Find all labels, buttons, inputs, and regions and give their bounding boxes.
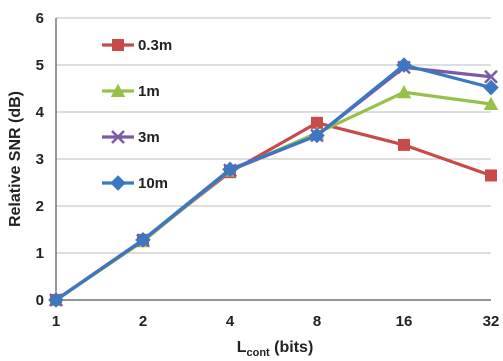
x-tick-label: 8 xyxy=(313,313,321,330)
data-point xyxy=(311,116,323,129)
x-tick-label: 16 xyxy=(396,313,413,330)
legend-item: 0.3m xyxy=(102,37,172,54)
legend-item: 1m xyxy=(102,83,160,100)
legend-label: 3m xyxy=(138,129,160,146)
series-line xyxy=(55,90,492,302)
data-point xyxy=(396,85,412,99)
x-axis-title-unit: (bits) xyxy=(270,339,314,356)
x-tick-label: 4 xyxy=(226,313,235,330)
x-axis-title: Lcont (bits) xyxy=(237,339,314,359)
data-point xyxy=(483,79,499,96)
grid-lines xyxy=(56,17,491,254)
legend: 0.3m 1m 3m 10m xyxy=(102,37,172,192)
x-axis-title-main: L xyxy=(237,339,247,356)
data-point xyxy=(396,57,412,73)
data-point xyxy=(110,175,126,191)
x-tick-labels: 1 2 4 8 16 32 xyxy=(52,313,500,330)
x-tick-label: 2 xyxy=(139,313,147,330)
data-point xyxy=(135,232,151,248)
y-tick-label: 4 xyxy=(36,104,45,121)
legend-label: 10m xyxy=(138,175,168,192)
y-tick-label: 5 xyxy=(36,57,44,74)
y-axis-title: Relative SNR (dB) xyxy=(7,91,24,227)
data-point xyxy=(222,161,238,178)
data-point xyxy=(48,292,64,308)
data-point xyxy=(398,138,410,151)
axes xyxy=(55,18,491,301)
x-tick-label: 32 xyxy=(483,313,500,330)
legend-item: 10m xyxy=(102,175,168,192)
series-0.3m xyxy=(50,116,497,306)
y-tick-label: 6 xyxy=(36,10,44,27)
series-layer xyxy=(48,57,499,308)
x-axis-title-subscript: cont xyxy=(247,347,271,359)
data-point xyxy=(112,39,124,51)
legend-label: 1m xyxy=(138,83,160,100)
legend-item: 3m xyxy=(102,129,160,146)
y-tick-label: 1 xyxy=(36,245,44,262)
series-line xyxy=(55,63,492,302)
series-1m xyxy=(48,85,499,306)
series-10m xyxy=(48,57,499,308)
y-tick-label: 0 xyxy=(36,292,44,309)
data-point xyxy=(111,130,125,144)
legend-label: 0.3m xyxy=(138,37,172,54)
y-tick-label: 3 xyxy=(36,151,44,168)
data-point xyxy=(484,69,498,84)
x-tick-label: 1 xyxy=(52,313,60,330)
y-tick-labels: 0 1 2 3 4 5 6 xyxy=(36,10,45,309)
data-point xyxy=(309,127,325,144)
data-point xyxy=(110,83,126,97)
y-tick-label: 2 xyxy=(36,198,44,215)
data-point xyxy=(485,169,497,182)
series-line xyxy=(55,121,492,302)
data-point xyxy=(483,96,499,111)
